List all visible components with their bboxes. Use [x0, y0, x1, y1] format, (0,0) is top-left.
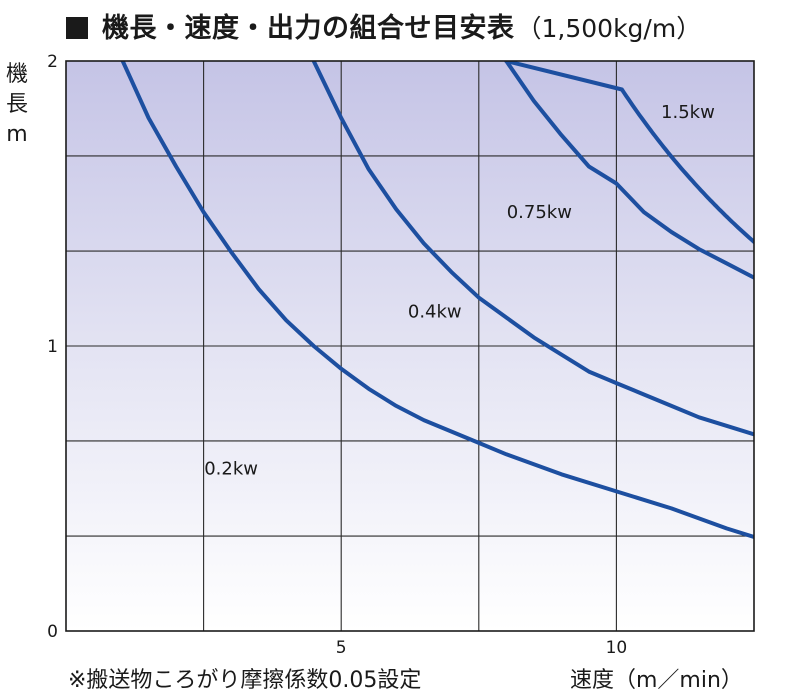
x-tick-label-2: 10 — [606, 638, 628, 658]
y-tick-label-3: 2 — [47, 52, 58, 72]
y-axis-label-char-2: 長 — [5, 92, 28, 117]
x-axis-label: 速度（m／min） — [570, 668, 743, 693]
series-label-1-5kw: 1.5kw — [661, 102, 715, 123]
series-labels: 0.2kw 0.4kw 0.75kw 1.5kw — [204, 102, 715, 479]
chart-title-row: 機長・速度・出力の組合せ目安表 （1,500kg/m） — [66, 6, 701, 46]
y-tick-label-1: 0 — [47, 622, 58, 642]
y-axis-label-char-3: m — [6, 122, 28, 147]
footnote: ※搬送物ころがり摩擦係数0.05設定 — [68, 668, 422, 693]
axis-ticks: 5 10 0 1 2 — [47, 52, 627, 658]
chart-title: 機長・速度・出力の組合せ目安表 — [102, 13, 515, 44]
series-line-0-4kw — [311, 61, 754, 437]
title-square-icon — [66, 17, 88, 39]
chart-subtitle: （1,500kg/m） — [516, 14, 702, 43]
plot-frame — [65, 60, 755, 632]
y-tick-label-2: 1 — [47, 337, 58, 357]
series-label-0-75kw: 0.75kw — [507, 202, 572, 223]
series-label-0-2kw: 0.2kw — [204, 458, 258, 479]
y-axis-label: 機 長 m — [4, 60, 30, 150]
x-tick-label-1: 5 — [336, 638, 347, 658]
y-axis-label-char-1: 機 — [5, 62, 28, 87]
grid-lines — [66, 61, 754, 631]
series-line-0-2kw — [120, 61, 754, 539]
series-label-0-4kw: 0.4kw — [408, 302, 462, 323]
series-line-0-75kw — [504, 61, 754, 280]
series-line-1-5kw — [504, 61, 754, 244]
series-curves — [120, 61, 754, 539]
